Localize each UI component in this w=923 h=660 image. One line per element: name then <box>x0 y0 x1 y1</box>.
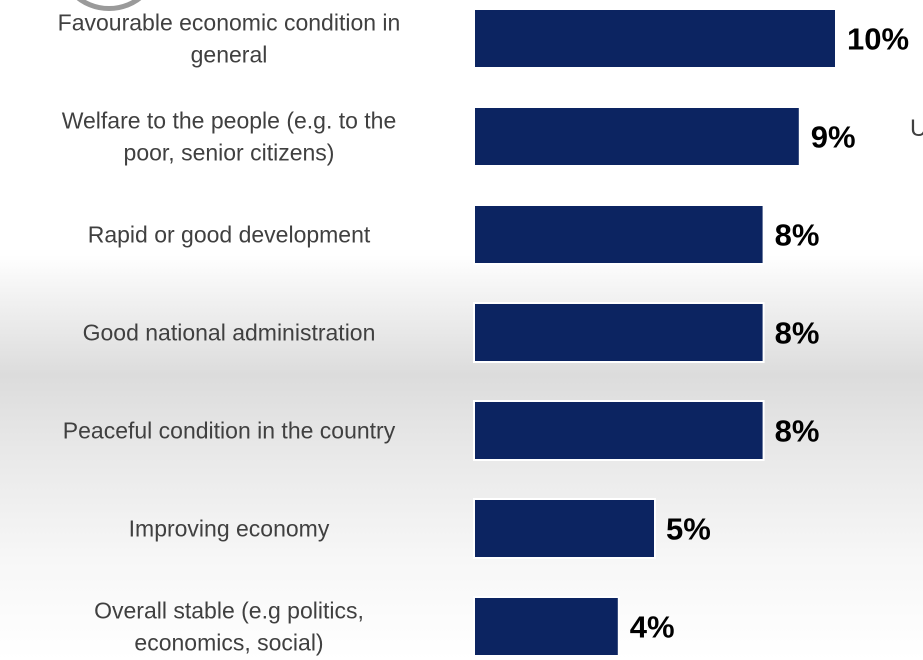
category-label: Good national administration <box>83 320 376 346</box>
category-label-line: Good national administration <box>83 320 376 346</box>
category-label: Overall stable (e.g politics, economics, … <box>94 598 364 656</box>
value-label: 5% <box>666 512 711 547</box>
category-label: Peaceful condition in the country <box>63 418 396 444</box>
bar <box>473 204 765 265</box>
category-label-line: Welfare to the people (e.g. to the <box>62 108 397 134</box>
category-label-line: Favourable economic condition in <box>58 10 401 36</box>
category-label-line: poor, senior citizens) <box>124 140 335 166</box>
value-label: 8% <box>775 218 820 253</box>
bar <box>473 8 837 69</box>
bar <box>473 596 620 657</box>
bar <box>473 498 656 559</box>
bar <box>473 400 765 461</box>
bar <box>473 106 801 167</box>
value-label: 8% <box>775 414 820 449</box>
value-label: 4% <box>630 610 675 645</box>
value-label: 9% <box>811 120 856 155</box>
category-label-line: Rapid or good development <box>88 222 371 248</box>
value-label: 10% <box>847 22 909 57</box>
category-label: Welfare to the people (e.g. to the poor, … <box>62 108 397 166</box>
clipped-edge-text: U <box>910 115 923 142</box>
category-label-line: Overall stable (e.g politics, <box>94 598 364 624</box>
category-label: Rapid or good development <box>88 222 371 248</box>
bar <box>473 302 765 363</box>
category-label: Favourable economic condition in general <box>58 10 401 68</box>
category-label-line: general <box>191 42 268 68</box>
category-label: Improving economy <box>129 516 330 542</box>
category-label-line: Improving economy <box>129 516 330 542</box>
category-label-line: Peaceful condition in the country <box>63 418 396 444</box>
category-label-line: economics, social) <box>134 630 323 656</box>
value-label: 8% <box>775 316 820 351</box>
